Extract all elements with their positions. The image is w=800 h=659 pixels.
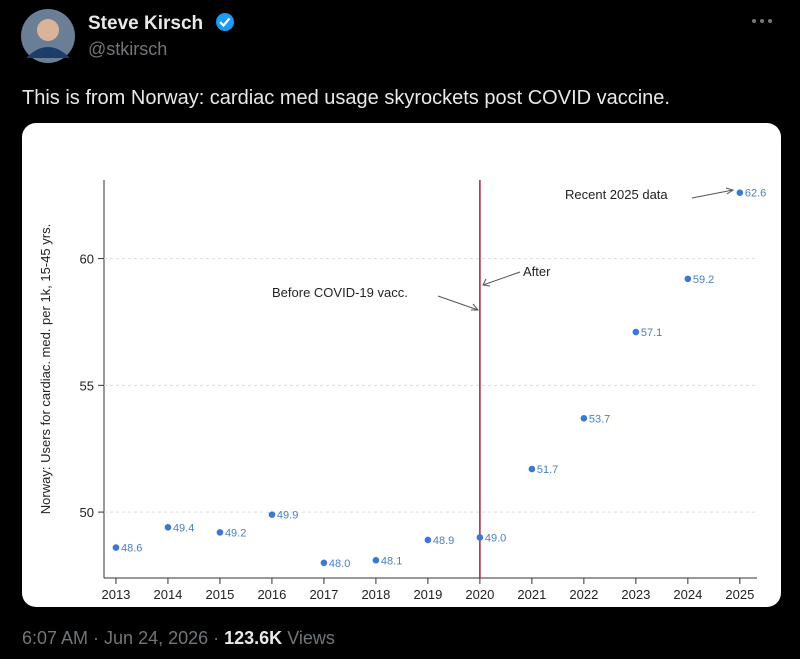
x-tick-label: 2024 xyxy=(673,587,702,602)
value-label: 49.9 xyxy=(277,510,298,522)
value-label: 62.6 xyxy=(745,188,766,200)
verified-badge xyxy=(216,13,234,31)
point xyxy=(684,275,692,283)
chart-card[interactable] xyxy=(22,123,781,607)
more-menu[interactable] xyxy=(752,19,772,23)
x-tick-label: 2020 xyxy=(465,587,494,602)
x-tick-label: 2013 xyxy=(101,587,130,602)
separator: · xyxy=(208,628,224,648)
value-label: 48.9 xyxy=(433,535,454,547)
y-axis-label: Norway: Users for cardiac. med. per 1k, … xyxy=(38,224,53,514)
value-label: 59.2 xyxy=(693,274,714,286)
point xyxy=(736,189,744,196)
point xyxy=(632,328,640,336)
annotation: Recent 2025 data xyxy=(565,187,668,202)
point xyxy=(164,523,172,531)
x-tick-label: 2021 xyxy=(517,587,546,602)
view-count: 123.6K xyxy=(224,628,282,648)
arrow xyxy=(437,295,480,311)
x-tick-label: 2019 xyxy=(413,587,442,602)
point xyxy=(580,414,588,422)
verified-check xyxy=(219,17,231,28)
author-name[interactable]: Steve Kirsch xyxy=(88,13,203,34)
point xyxy=(216,529,224,536)
x-tick-label: 2025 xyxy=(725,587,754,602)
tweet-text: This is from Norway: cardiac med usage s… xyxy=(22,87,670,109)
value-label: 51.7 xyxy=(537,464,558,476)
value-label: 49.0 xyxy=(485,532,506,544)
x-tick-label: 2017 xyxy=(309,587,338,602)
value-label: 49.4 xyxy=(173,522,194,534)
value-label: 48.1 xyxy=(381,555,402,567)
y-tick-label: 60 xyxy=(80,252,94,267)
x-tick-label: 2014 xyxy=(153,587,182,602)
footer: 6:07 AM · Jun 24, 2026 · 123.6K Views xyxy=(22,628,335,648)
y-tick-label: 55 xyxy=(80,378,94,393)
arrow xyxy=(482,271,521,287)
x-tick-label: 2016 xyxy=(257,587,286,602)
value-label: 53.7 xyxy=(589,413,610,425)
point xyxy=(112,544,120,551)
avatar-body xyxy=(26,47,70,58)
value-label: 48.0 xyxy=(329,558,350,570)
y-tick-label: 50 xyxy=(80,505,94,520)
time: 6:07 AM xyxy=(22,628,88,648)
date: Jun 24, 2026 xyxy=(104,628,208,648)
annotation: After xyxy=(523,264,551,279)
x-tick-label: 2022 xyxy=(569,587,598,602)
value-label: 49.2 xyxy=(225,527,246,539)
value-label: 48.6 xyxy=(121,543,142,555)
x-tick-label: 2015 xyxy=(205,587,234,602)
x-tick-label: 2018 xyxy=(361,587,390,602)
views-label: Views xyxy=(287,628,335,648)
annotation: Before COVID-19 vacc. xyxy=(272,285,408,300)
point xyxy=(476,534,484,541)
point xyxy=(268,511,276,518)
arrow xyxy=(691,187,735,199)
point xyxy=(528,465,536,473)
point xyxy=(320,559,328,567)
avatar-face xyxy=(37,19,59,41)
author-handle[interactable]: @stkirsch xyxy=(88,39,167,59)
chart: Recent 2025 data After Before COVID-19 v… xyxy=(38,180,766,602)
x-tick-label: 2023 xyxy=(621,587,650,602)
separator: · xyxy=(88,628,104,648)
value-label: 57.1 xyxy=(641,327,662,339)
point xyxy=(372,556,380,564)
point xyxy=(424,536,432,544)
